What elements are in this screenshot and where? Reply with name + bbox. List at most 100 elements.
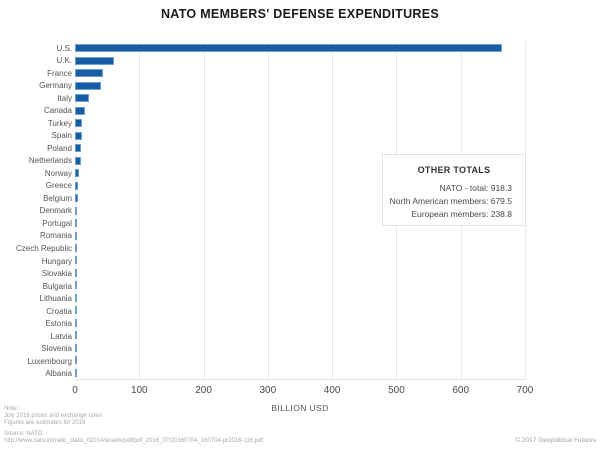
chart-title: NATO MEMBERS' DEFENSE EXPENDITURES [160, 7, 440, 21]
category-label: Slovakia [41, 269, 72, 279]
bar-row [75, 204, 525, 216]
gridline-100 [139, 42, 141, 379]
bar-germany [75, 81, 102, 90]
category-label: Norway [44, 168, 72, 178]
category-label: Albania [45, 369, 72, 379]
bar-canada [75, 106, 85, 115]
bar-hungary [75, 256, 77, 265]
bar-lithuania [75, 293, 77, 302]
x-tick-label: 300 [259, 385, 277, 396]
bar-row [75, 279, 525, 291]
x-tick-label: 700 [516, 385, 534, 396]
note-line: July 2016 prices and exchange rates [4, 413, 102, 419]
bar-romania [75, 231, 77, 240]
source-line: http://www.nato.int/nato_static_fl2014/a… [4, 438, 264, 444]
bar-czech-republic [75, 243, 77, 252]
category-label: Spain [51, 131, 72, 141]
bar-row [75, 92, 525, 104]
other-totals-rows: NATO - total: 918.3 North American member… [383, 182, 525, 221]
category-label: Belgium [43, 193, 72, 203]
bar-belgium [75, 194, 78, 203]
bar-row [75, 254, 525, 266]
bar-row [75, 67, 525, 79]
category-label: Poland [47, 143, 72, 153]
bar-row [75, 117, 525, 129]
bar-netherlands [75, 156, 81, 165]
bar-row [75, 129, 525, 141]
footnotes: Note: July 2016 prices and exchange rates… [4, 406, 263, 445]
bar-row [75, 354, 525, 366]
bar-estonia [75, 318, 77, 327]
y-axis-category-labels: U.S. U.K. France Germany Italy Canada Turkey Sp… [0, 42, 72, 380]
bar-row [75, 229, 525, 241]
bar-row [75, 142, 525, 154]
bar-poland [75, 144, 81, 153]
bar-row [75, 154, 525, 166]
x-axis-label: BILLION USD [271, 403, 329, 413]
bar-row [75, 317, 525, 329]
category-label: Czech Republic [15, 244, 72, 253]
x-tick-label: 400 [323, 385, 341, 396]
category-label: Lithuania [39, 294, 72, 304]
category-label: U.S. [56, 43, 72, 53]
bar-spain [75, 131, 83, 140]
bar-slovakia [75, 268, 77, 277]
category-label: Hungary [41, 256, 72, 266]
bar-row [75, 192, 525, 204]
category-label: Turkey [47, 118, 72, 128]
bar-u-s- [75, 44, 502, 53]
bar-row [75, 179, 525, 191]
bar-albania [75, 368, 77, 377]
category-label: Estonia [45, 319, 72, 329]
category-label: Romania [39, 231, 72, 241]
bar-turkey [75, 119, 83, 128]
category-label: Latvia [50, 331, 72, 341]
bar-row [75, 79, 525, 91]
category-label: Greece [45, 181, 72, 191]
source-line: Source: NATO [4, 431, 43, 437]
bar-row [75, 342, 525, 354]
bar-denmark [75, 206, 78, 215]
bar-portugal [75, 219, 77, 228]
x-tick-label: 100 [130, 385, 148, 396]
bar-row [75, 329, 525, 341]
gridline-200 [203, 42, 205, 379]
category-label: Netherlands [28, 156, 72, 166]
bar-latvia [75, 331, 77, 340]
category-label: Slovenia [41, 344, 72, 354]
bars-layer [75, 42, 525, 379]
bar-norway [75, 169, 79, 178]
bar-row [75, 292, 525, 304]
bar-row [75, 242, 525, 254]
other-totals-title: OTHER TOTALS [417, 165, 491, 175]
gridline-400 [332, 42, 334, 379]
category-label: Croatia [46, 306, 72, 316]
totals-row: NATO - total: 918.3 [439, 183, 512, 193]
other-totals-box: OTHER TOTALS NATO - total: 918.3 North Am… [382, 154, 526, 226]
x-tick-label: 600 [452, 385, 470, 396]
bar-france [75, 69, 104, 78]
totals-row: European members: 238.8 [411, 209, 512, 219]
bar-croatia [75, 306, 77, 315]
gridline-300 [267, 42, 269, 379]
bar-u-k- [75, 56, 114, 65]
bar-row [75, 42, 525, 54]
note-line: Note: [4, 406, 19, 412]
x-tick-label: 500 [388, 385, 405, 396]
category-label: Canada [43, 106, 72, 116]
category-label: Bulgaria [42, 281, 72, 291]
bar-luxembourg [75, 356, 77, 365]
bar-row [75, 167, 525, 179]
x-tick-label: 200 [195, 385, 212, 396]
category-label: France [47, 68, 72, 78]
totals-row: North American members: 679.5 [389, 196, 512, 206]
category-label: Denmark [39, 206, 72, 216]
category-label: Italy [57, 93, 72, 103]
bar-row [75, 217, 525, 229]
category-label: Luxembourg [27, 356, 72, 366]
x-axis-ticks: 0 100 200 300 400 500 600 700 [72, 385, 533, 397]
bar-row [75, 54, 525, 66]
category-label: U.K. [56, 56, 72, 66]
bar-row [75, 304, 525, 316]
